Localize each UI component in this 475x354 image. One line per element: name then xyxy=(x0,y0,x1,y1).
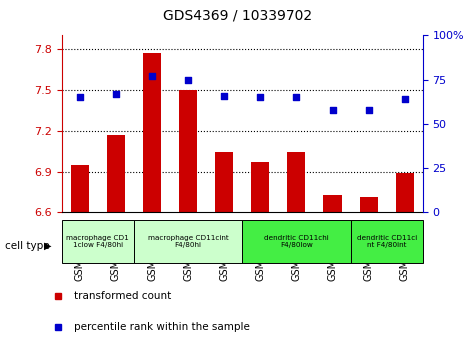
Point xyxy=(293,95,300,100)
Point xyxy=(148,73,156,79)
Point xyxy=(184,77,192,82)
Text: percentile rank within the sample: percentile rank within the sample xyxy=(74,322,250,332)
Bar xyxy=(215,153,233,212)
Text: macrophage CD1
1clow F4/80hi: macrophage CD1 1clow F4/80hi xyxy=(66,235,129,248)
Text: transformed count: transformed count xyxy=(74,291,171,301)
FancyBboxPatch shape xyxy=(351,220,423,263)
Bar xyxy=(360,198,378,212)
Bar xyxy=(251,162,269,212)
FancyBboxPatch shape xyxy=(242,220,351,263)
Bar xyxy=(323,195,342,212)
Point xyxy=(365,107,372,113)
Bar xyxy=(179,90,197,212)
Bar xyxy=(396,173,414,212)
Text: GDS4369 / 10339702: GDS4369 / 10339702 xyxy=(163,9,312,23)
Text: cell type: cell type xyxy=(5,241,49,251)
Text: macrophage CD11cint
F4/80hi: macrophage CD11cint F4/80hi xyxy=(148,235,228,248)
Point xyxy=(256,95,264,100)
Bar xyxy=(143,53,161,212)
Text: dendritic CD11ci
nt F4/80int: dendritic CD11ci nt F4/80int xyxy=(357,235,417,248)
Text: dendritic CD11chi
F4/80low: dendritic CD11chi F4/80low xyxy=(264,235,329,248)
Text: ▶: ▶ xyxy=(44,241,51,251)
Point xyxy=(401,96,408,102)
Bar xyxy=(107,135,125,212)
Point xyxy=(220,93,228,98)
Point xyxy=(112,91,120,97)
Bar xyxy=(287,153,305,212)
Point xyxy=(329,107,336,113)
FancyBboxPatch shape xyxy=(134,220,242,263)
FancyBboxPatch shape xyxy=(62,220,134,263)
Bar xyxy=(71,165,89,212)
Point xyxy=(76,95,84,100)
